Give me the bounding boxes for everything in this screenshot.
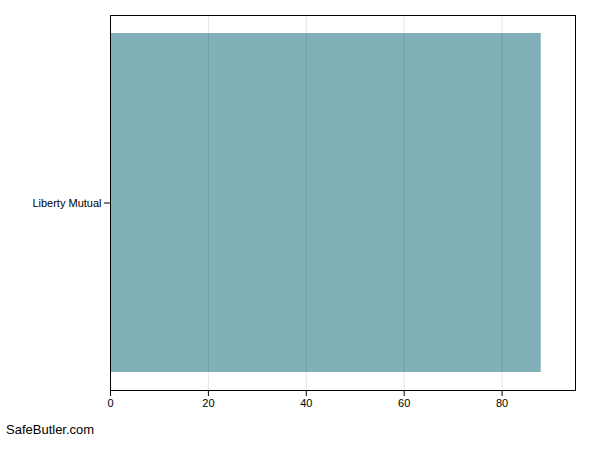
svg-text:80: 80	[496, 397, 508, 409]
svg-text:40: 40	[300, 397, 312, 409]
svg-text:Liberty Mutual: Liberty Mutual	[32, 197, 101, 209]
svg-text:0: 0	[107, 397, 113, 409]
html-text:SafeButler.com: SafeButler.com	[6, 422, 95, 437]
svg-text:60: 60	[398, 397, 410, 409]
svg-text:20: 20	[202, 397, 214, 409]
